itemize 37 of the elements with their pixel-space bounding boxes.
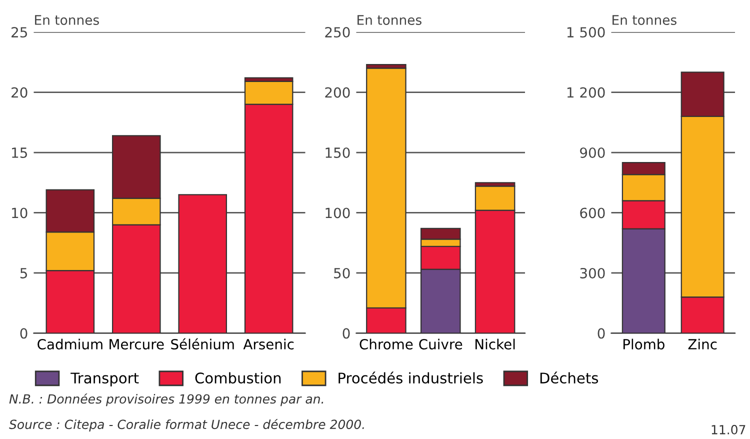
y-tick-label: 600 bbox=[580, 208, 605, 218]
legend-label: Déchets bbox=[540, 372, 598, 384]
y-tick-label: 10 bbox=[12, 208, 28, 218]
x-tick-label: Mercure bbox=[110, 339, 164, 350]
y-tick-label: 0 bbox=[342, 328, 350, 339]
x-tick-label: Chrome bbox=[360, 338, 413, 350]
source-note: Source : Citepa - Coralie format Unece - décembre 2000. bbox=[9, 418, 364, 432]
y-tick-label: 900 bbox=[580, 147, 605, 158]
x-tick-label: Arsenic bbox=[243, 338, 294, 350]
legend-label: Procédés industriels bbox=[338, 372, 483, 384]
x-tick-label: Cuivre bbox=[419, 338, 462, 350]
y-tick-label: 50 bbox=[334, 268, 350, 278]
x-tick-label: Zinc bbox=[688, 338, 717, 350]
y-tick-label: 0 bbox=[20, 328, 28, 339]
y-tick-label: 1 500 bbox=[567, 27, 605, 38]
legend-label: Transport bbox=[70, 372, 139, 386]
y-tick-label: 300 bbox=[580, 268, 605, 278]
y-axis-title: En tonnes bbox=[35, 15, 99, 25]
x-tick-label: Nickel bbox=[476, 338, 515, 350]
y-tick-label: 200 bbox=[325, 87, 350, 98]
x-tick-label: Plomb bbox=[623, 338, 664, 350]
y-tick-label: 5 bbox=[20, 268, 27, 278]
y-tick-label: 15 bbox=[12, 148, 27, 158]
y-tick-label: 100 bbox=[326, 208, 350, 218]
y-tick-label: 150 bbox=[326, 147, 350, 158]
y-tick-label: 0 bbox=[598, 328, 605, 339]
y-tick-label: 20 bbox=[12, 87, 28, 98]
text: N.B. : Données provisoires 1999 en tonnes par an. bbox=[9, 393, 324, 406]
x-tick-label: Sélénium bbox=[171, 338, 234, 350]
y-tick-label: 250 bbox=[325, 27, 350, 38]
y-axis-title: En tonnes bbox=[612, 15, 676, 25]
y-tick-label: 1 200 bbox=[567, 87, 605, 98]
text: 11.07 bbox=[712, 424, 746, 434]
legend-label: Combustion bbox=[195, 372, 281, 384]
y-axis-title: En tonnes bbox=[358, 15, 422, 25]
y-tick-label: 25 bbox=[12, 27, 27, 38]
x-tick-label: Cadmium bbox=[38, 338, 102, 350]
